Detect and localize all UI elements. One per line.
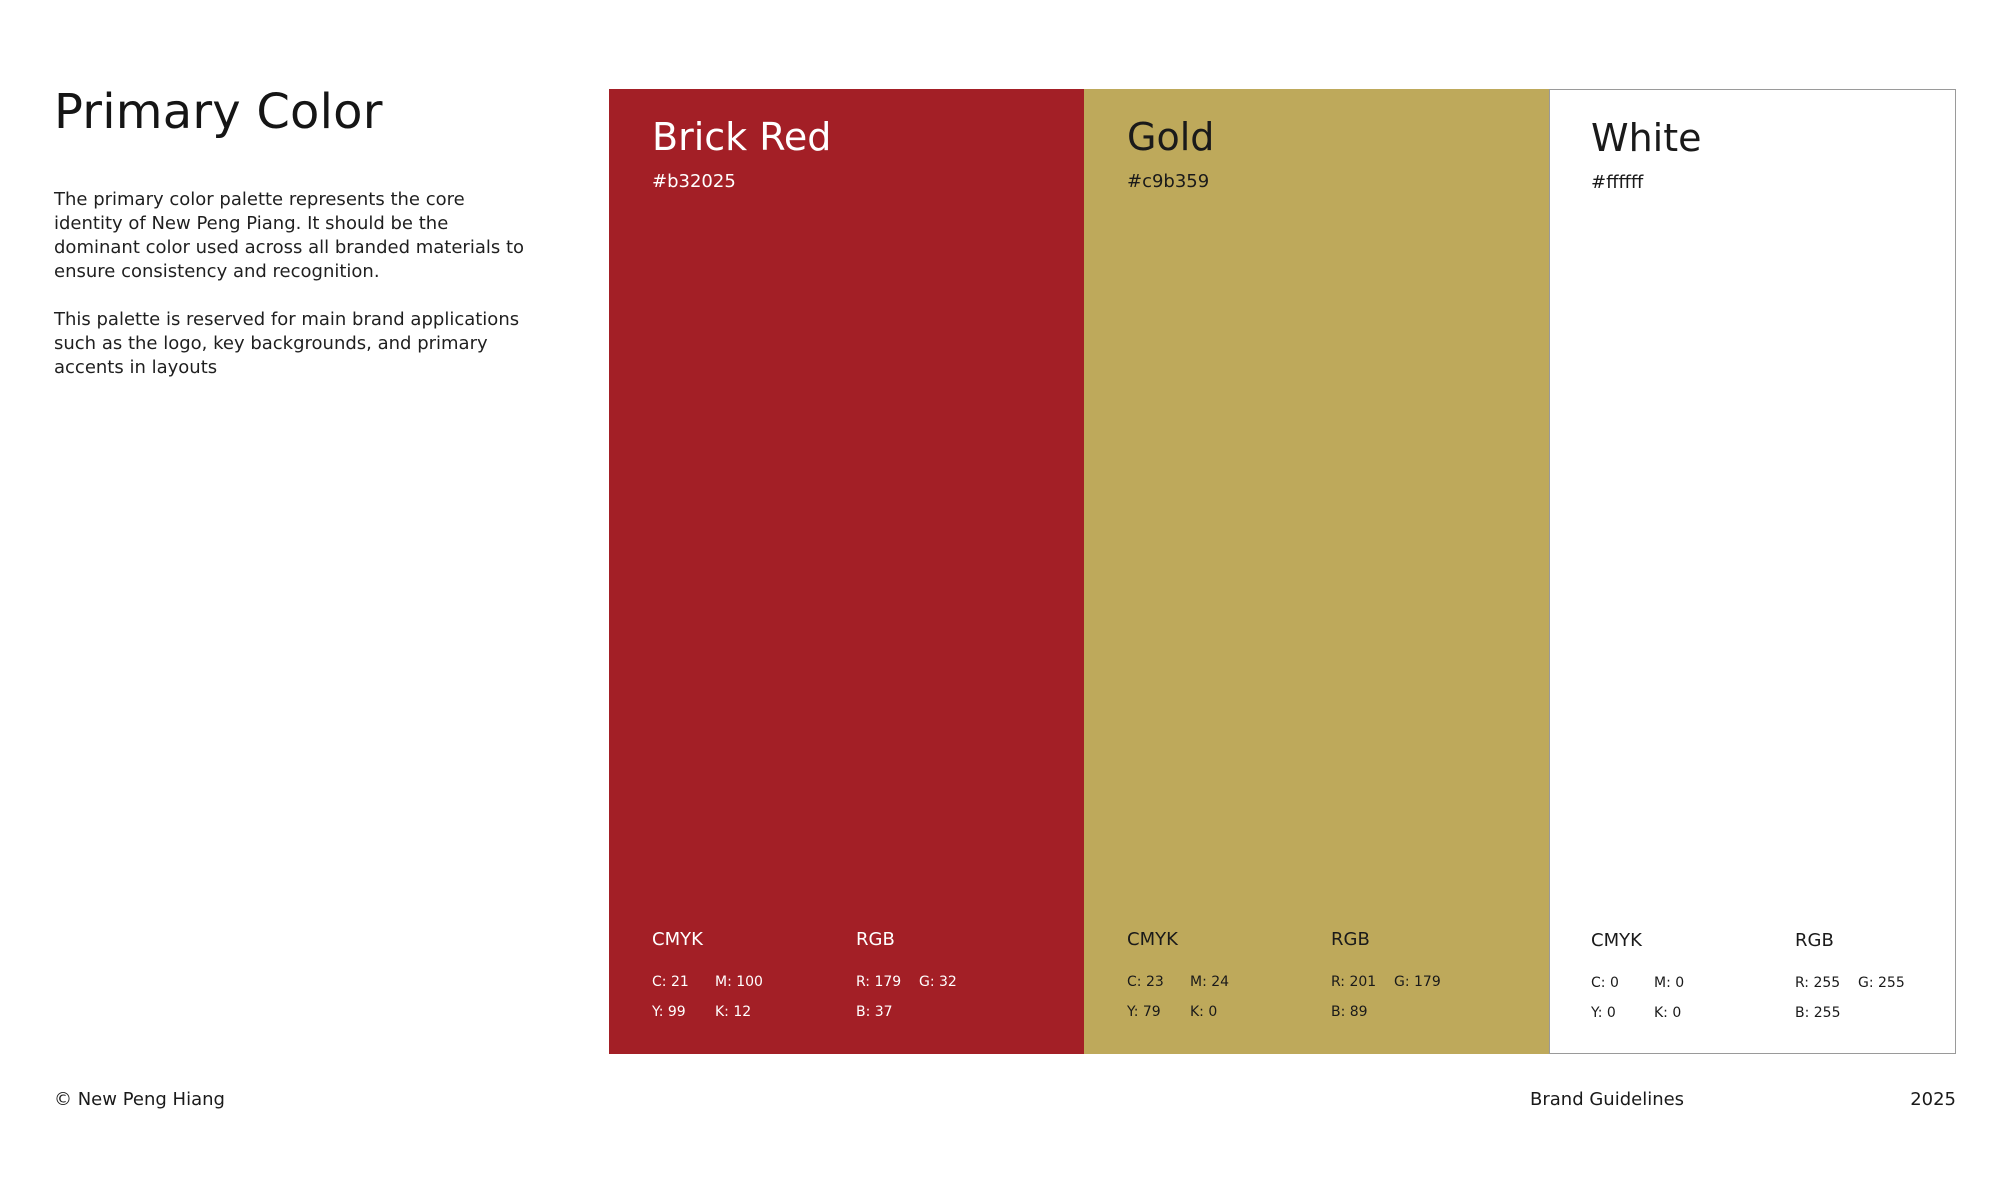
- page-title: Primary Color: [54, 84, 383, 140]
- rgb-values: RGB R: 201 G: 179 B: 89: [1331, 929, 1441, 1020]
- swatch-name: Gold: [1127, 115, 1215, 159]
- cmyk-k: K: 0: [1654, 1005, 1682, 1021]
- cmyk-values: CMYK C: 21 M: 100 Y: 99 K: 12: [652, 929, 763, 1020]
- cmyk-m: M: 0: [1654, 975, 1685, 991]
- rgb-g: G: 179: [1394, 974, 1441, 990]
- rgb-label: RGB: [1795, 930, 1834, 951]
- swatch-hex-code: #c9b359: [1127, 171, 1210, 192]
- rgb-r: R: 255: [1795, 975, 1841, 991]
- cmyk-label: CMYK: [652, 929, 703, 950]
- swatch-gold: Gold #c9b359 CMYK C: 23 M: 24 Y: 79 K: 0…: [1084, 89, 1549, 1054]
- swatch-specs: CMYK C: 23 M: 24 Y: 79 K: 0 RGB R: 201 G…: [1127, 929, 1527, 1029]
- swatch-hex-code: #b32025: [652, 171, 736, 192]
- swatch-hex-code: #ffffff: [1591, 172, 1644, 193]
- swatch-white: White #ffffff CMYK C: 0 M: 0 Y: 0 K: 0 R…: [1549, 89, 1956, 1054]
- rgb-g: G: 32: [919, 974, 957, 990]
- cmyk-label: CMYK: [1591, 930, 1642, 951]
- cmyk-m: M: 24: [1190, 974, 1230, 990]
- swatch-name: Brick Red: [652, 115, 832, 159]
- cmyk-k: K: 0: [1190, 1004, 1218, 1020]
- description-paragraph-1: The primary color palette represents the…: [54, 189, 525, 282]
- swatch-specs: CMYK C: 21 M: 100 Y: 99 K: 12 RGB R: 179…: [652, 929, 1052, 1029]
- cmyk-values: CMYK C: 0 M: 0 Y: 0 K: 0: [1591, 930, 1684, 1021]
- rgb-b: B: 89: [1331, 1004, 1368, 1020]
- cmyk-c: C: 21: [652, 974, 689, 990]
- rgb-values: RGB R: 255 G: 255 B: 255: [1795, 930, 1905, 1021]
- cmyk-values: CMYK C: 23 M: 24 Y: 79 K: 0: [1127, 929, 1229, 1020]
- cmyk-label: CMYK: [1127, 929, 1178, 950]
- rgb-label: RGB: [856, 929, 895, 950]
- cmyk-y: Y: 79: [1127, 1004, 1161, 1020]
- rgb-values: RGB R: 179 G: 32 B: 37: [856, 929, 957, 1020]
- cmyk-c: C: 23: [1127, 974, 1164, 990]
- rgb-b: B: 37: [856, 1004, 893, 1020]
- swatch-brick-red: Brick Red #b32025 CMYK C: 21 M: 100 Y: 9…: [609, 89, 1084, 1054]
- cmyk-m: M: 100: [715, 974, 763, 990]
- swatch-name: White: [1591, 116, 1702, 160]
- swatch-specs: CMYK C: 0 M: 0 Y: 0 K: 0 RGB R: 255 G: 2…: [1591, 930, 1991, 1030]
- color-swatches: Brick Red #b32025 CMYK C: 21 M: 100 Y: 9…: [609, 89, 1956, 1054]
- footer-year: 2025: [1910, 1089, 1956, 1110]
- rgb-r: R: 179: [856, 974, 902, 990]
- rgb-r: R: 201: [1331, 974, 1377, 990]
- description-paragraph-2: This palette is reserved for main brand …: [54, 309, 520, 378]
- palette-description: The primary color palette represents the…: [54, 188, 534, 380]
- rgb-g: G: 255: [1858, 975, 1905, 991]
- rgb-label: RGB: [1331, 929, 1370, 950]
- footer-document-name: Brand Guidelines: [1530, 1089, 1685, 1110]
- cmyk-c: C: 0: [1591, 975, 1619, 991]
- cmyk-y: Y: 0: [1591, 1005, 1616, 1021]
- cmyk-y: Y: 99: [652, 1004, 686, 1020]
- rgb-b: B: 255: [1795, 1005, 1841, 1021]
- footer-copyright: © New Peng Hiang: [54, 1089, 225, 1110]
- cmyk-k: K: 12: [715, 1004, 752, 1020]
